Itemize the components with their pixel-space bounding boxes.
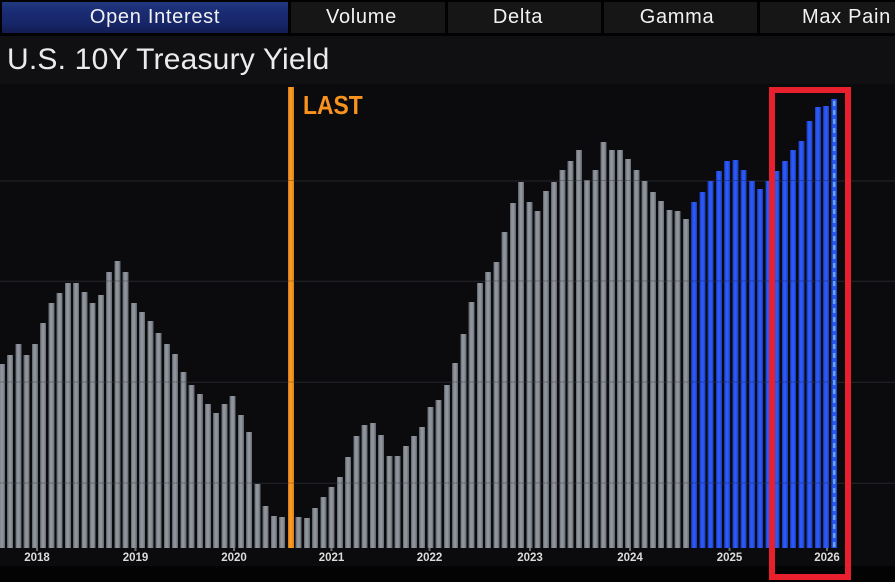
svg-text:2018: 2018 bbox=[24, 552, 50, 564]
svg-text:2021: 2021 bbox=[319, 552, 345, 564]
svg-text:2026: 2026 bbox=[814, 552, 840, 564]
svg-text:2023: 2023 bbox=[517, 552, 543, 564]
svg-text:2024: 2024 bbox=[617, 552, 643, 564]
svg-text:2022: 2022 bbox=[417, 552, 443, 564]
svg-text:2019: 2019 bbox=[123, 552, 149, 564]
svg-text:2020: 2020 bbox=[221, 552, 247, 564]
svg-text:2025: 2025 bbox=[717, 552, 743, 564]
